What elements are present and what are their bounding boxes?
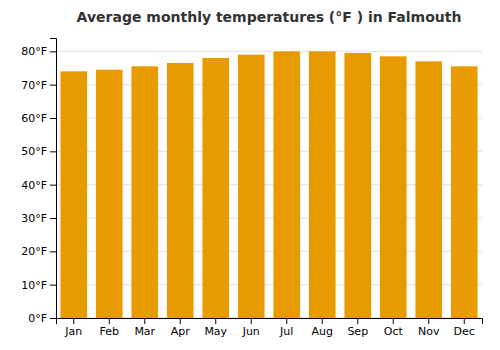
y-tick-label: 30°F [21,212,47,225]
y-axis: 0°F 10°F 20°F 30°F 40°F 50°F 60°F 70°F 80°F [21,39,56,326]
x-tick-label: Mar [134,325,155,338]
x-tick-mark [286,318,287,324]
y-axis-line [50,39,57,319]
x-tick-label: Jun [242,325,260,338]
y-tick-mark [50,251,56,252]
x-tick: Jul [279,318,293,338]
x-tick: Feb [100,318,119,338]
plot: 0°F 10°F 20°F 30°F 40°F 50°F 60°F 70°F 80°F Jan Fe… [21,39,482,338]
x-tick: Sep [347,318,368,338]
y-tick-mark [50,151,56,152]
x-tick: Nov [418,318,440,338]
x-axis-line [57,319,483,325]
y-tick-mark [50,285,56,286]
x-tick: Jun [242,318,260,338]
y-tick: 0°F [28,312,56,325]
y-tick: 70°F [21,79,56,92]
y-tick-mark [50,85,56,86]
x-tick-mark [357,318,358,324]
x-tick-label: Feb [100,325,119,338]
x-tick-label: May [204,325,227,338]
y-tick-mark [50,51,56,52]
x-tick-mark [215,318,216,324]
bar [273,51,300,318]
y-tick: 20°F [21,245,56,258]
bar [60,71,87,318]
x-axis: Jan Feb Mar Apr May Jun Jul Aug Sep Oct Nov Dec [57,318,483,338]
x-tick: Dec [454,318,475,338]
title: Average monthly temperatures (°F ) in Fa… [77,9,462,25]
bar [202,58,229,318]
x-tick-mark [464,318,465,324]
x-tick: May [204,318,227,338]
y-tick-label: 40°F [21,179,47,192]
y-tick-mark [50,118,56,119]
y-tick: 80°F [21,45,56,58]
bar [96,70,123,318]
x-tick-label: Nov [418,325,440,338]
x-tick: Apr [171,318,191,338]
chart-container: 0°F 10°F 20°F 30°F 40°F 50°F 60°F 70°F 80°F Jan Fe… [0,0,500,350]
y-tick: 40°F [21,179,56,192]
x-tick-label: Jul [279,325,293,338]
x-tick-mark [144,318,145,324]
y-tick-label: 10°F [21,279,47,292]
x-tick: Aug [312,318,333,338]
bar [380,56,407,318]
y-tick-label: 70°F [21,79,47,92]
chart-svg: 0°F 10°F 20°F 30°F 40°F 50°F 60°F 70°F 80°F Jan Fe… [0,0,500,350]
x-tick-mark [109,318,110,324]
y-tick-mark [50,185,56,186]
x-tick-label: Aug [312,325,333,338]
y-tick-label: 80°F [21,45,47,58]
y-tick-label: 50°F [21,145,47,158]
y-tick: 60°F [21,112,56,125]
bar [451,66,478,318]
y-tick-label: 20°F [21,245,47,258]
grid [56,51,482,318]
x-tick: Oct [384,318,404,338]
x-tick-mark [73,318,74,324]
grid-line [56,51,482,52]
y-tick: 30°F [21,212,56,225]
x-tick-mark [428,318,429,324]
y-tick: 10°F [21,279,56,292]
x-tick-mark [393,318,394,324]
x-tick-label: Dec [454,325,475,338]
bars [60,51,477,318]
bar [238,55,265,318]
x-tick: Mar [134,318,155,338]
x-tick-mark [251,318,252,324]
y-tick-label: 0°F [28,312,47,325]
bar [415,61,442,318]
bar [167,63,194,318]
x-tick-mark [180,318,181,324]
y-tick-mark [50,218,56,219]
x-tick: Jan [64,318,82,338]
x-tick-label: Sep [347,325,368,338]
x-tick-label: Jan [64,325,82,338]
x-tick-mark [322,318,323,324]
x-tick-label: Apr [171,325,191,338]
bar [344,53,371,318]
bar [309,51,336,318]
y-tick-label: 60°F [21,112,47,125]
x-tick-label: Oct [384,325,404,338]
bar [131,66,158,318]
y-tick: 50°F [21,145,56,158]
y-tick-mark [50,318,56,319]
